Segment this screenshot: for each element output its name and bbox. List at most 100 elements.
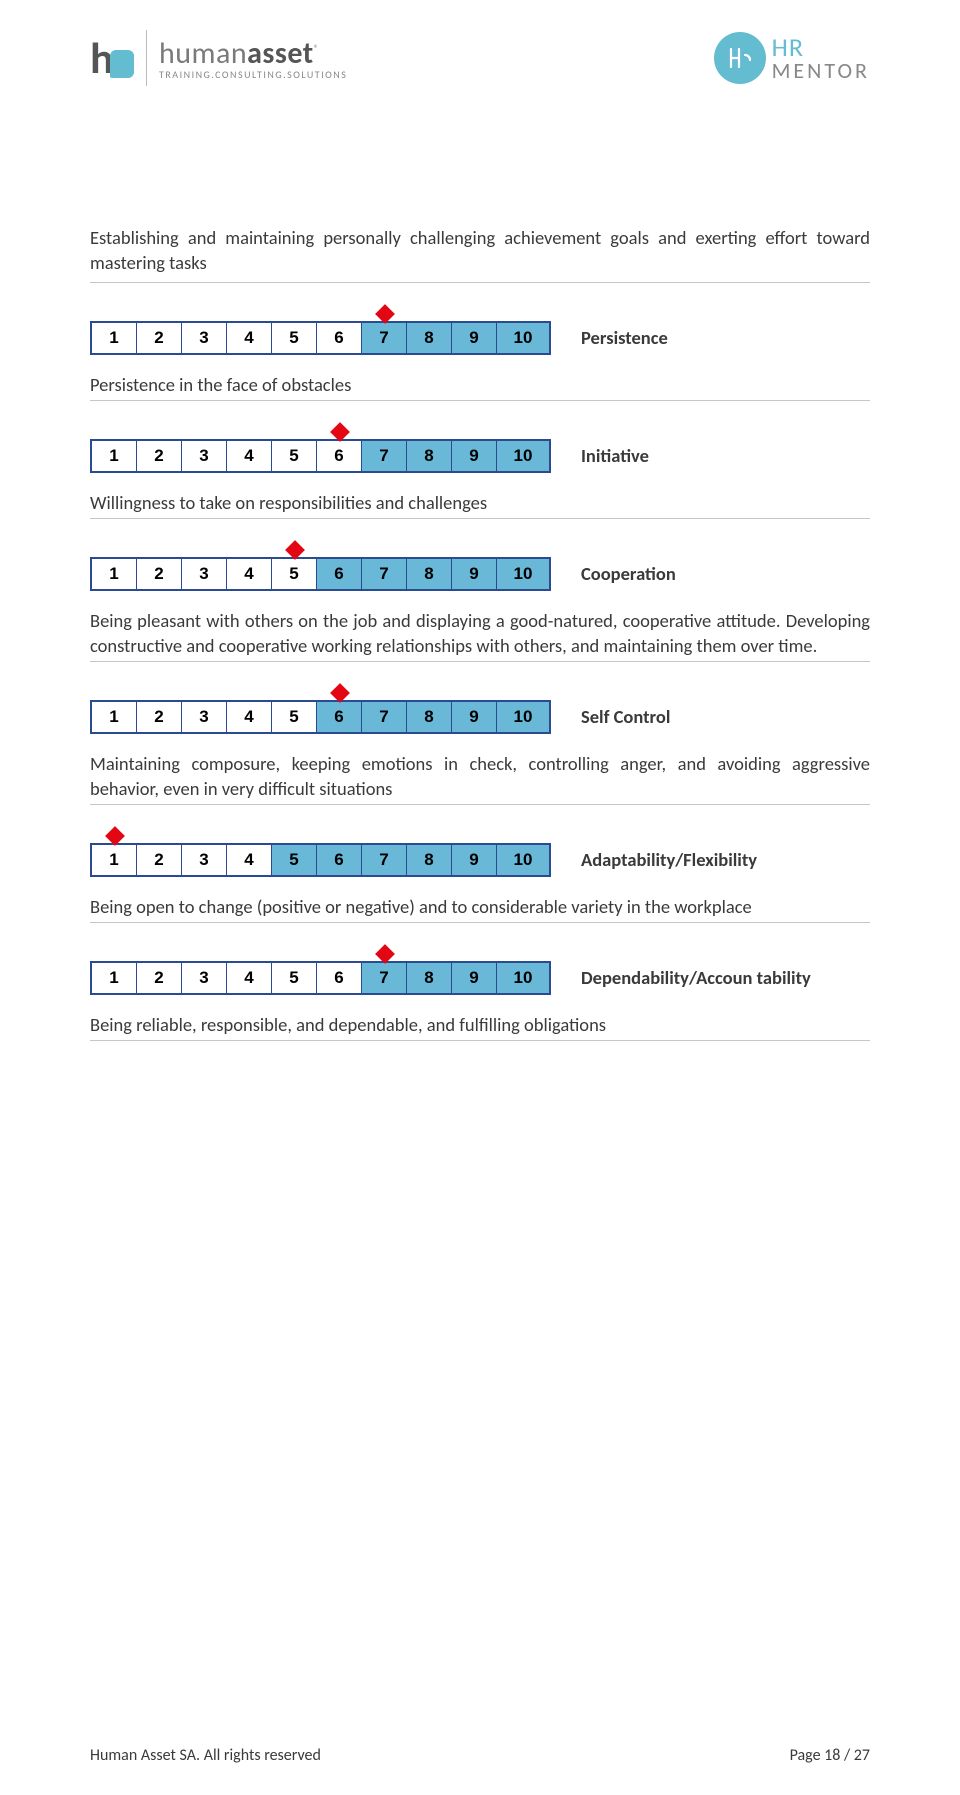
scale-cell: 2	[137, 702, 182, 732]
scale-container: 12345678910	[90, 439, 551, 473]
scale-cell: 8	[407, 845, 452, 875]
competency-description: Being reliable, responsible, and dependa…	[90, 1013, 870, 1038]
scale-container: 12345678910	[90, 557, 551, 591]
scale-cell: 8	[407, 702, 452, 732]
scale-cell: 1	[92, 845, 137, 875]
scale-cell: 1	[92, 559, 137, 589]
scale-cell: 9	[452, 559, 497, 589]
scale-cell: 10	[497, 845, 549, 875]
rating-scale: 12345678910	[90, 700, 551, 734]
scale-cell: 4	[227, 441, 272, 471]
scale-cell: 4	[227, 845, 272, 875]
scale-cell: 6	[317, 559, 362, 589]
section-rule	[90, 1040, 870, 1041]
scale-cell: 5	[272, 702, 317, 732]
rating-scale: 12345678910	[90, 961, 551, 995]
scale-cell: 5	[272, 323, 317, 353]
scale-row: 12345678910 Dependability/Accoun tability	[90, 961, 870, 995]
scale-cell: 2	[137, 845, 182, 875]
scale-cell: 3	[182, 559, 227, 589]
mentor-mt-text: MENTOR	[772, 60, 870, 82]
scale-cell: 5	[272, 963, 317, 993]
scale-cell: 4	[227, 702, 272, 732]
scale-cell: 9	[452, 441, 497, 471]
competency-label: Self Control	[581, 705, 670, 728]
scale-row: 12345678910 Self Control	[90, 700, 870, 734]
competency-section: 12345678910Adaptability/FlexibilityBeing…	[90, 843, 870, 923]
scale-cell: 4	[227, 323, 272, 353]
scale-cell: 9	[452, 963, 497, 993]
scale-cell: 8	[407, 441, 452, 471]
competency-section: 12345678910 Persistence Persistence in the…	[90, 321, 870, 401]
scale-cell: 3	[182, 963, 227, 993]
scale-cell: 8	[407, 323, 452, 353]
scale-cell: 6	[317, 845, 362, 875]
competency-label: Cooperation	[581, 562, 676, 585]
competency-description: Maintaining composure, keeping emotions …	[90, 752, 870, 802]
scale-container: 12345678910	[90, 321, 551, 355]
rating-scale: 12345678910	[90, 557, 551, 591]
intro-rule	[90, 282, 870, 283]
scale-cell: 10	[497, 702, 549, 732]
section-rule	[90, 804, 870, 805]
scale-cell: 10	[497, 323, 549, 353]
scale-cell: 3	[182, 323, 227, 353]
competency-section: 12345678910CooperationBeing pleasant wit…	[90, 557, 870, 662]
logo-humanasset: h humanasset® TRAINING.CONSULTING.SOLUTI…	[90, 30, 347, 86]
scale-cell: 1	[92, 702, 137, 732]
scale-cell: 1	[92, 441, 137, 471]
intro-paragraph: Establishing and maintaining personally …	[90, 226, 870, 276]
section-rule	[90, 518, 870, 519]
scale-cell: 3	[182, 702, 227, 732]
scale-cell: 1	[92, 323, 137, 353]
competency-description: Persistence in the face of obstacles	[90, 373, 870, 398]
competency-description: Being pleasant with others on the job an…	[90, 609, 870, 659]
scale-cell: 2	[137, 963, 182, 993]
scale-cell: 2	[137, 323, 182, 353]
scale-cell: 5	[272, 845, 317, 875]
scale-cell: 7	[362, 323, 407, 353]
scale-cell: 3	[182, 845, 227, 875]
scale-cell: 6	[317, 441, 362, 471]
scale-cell: 9	[452, 323, 497, 353]
rating-scale: 12345678910	[90, 843, 551, 877]
competency-description: Willingness to take on responsibilities …	[90, 491, 870, 516]
competency-label: Persistence	[581, 326, 668, 349]
scale-container: 12345678910	[90, 700, 551, 734]
scale-cell: 3	[182, 441, 227, 471]
scale-cell: 7	[362, 702, 407, 732]
scale-cell: 6	[317, 963, 362, 993]
scale-cell: 6	[317, 323, 362, 353]
scale-cell: 4	[227, 963, 272, 993]
competency-section: 12345678910 Dependability/Accoun tability…	[90, 961, 870, 1041]
ha-icon: h	[90, 36, 134, 80]
scale-cell: 8	[407, 963, 452, 993]
competency-label: Dependability/Accoun tability	[581, 966, 811, 989]
scale-row: 12345678910Initiative	[90, 439, 870, 473]
scale-cell: 7	[362, 963, 407, 993]
scale-cell: 10	[497, 963, 549, 993]
scale-row: 12345678910 Persistence	[90, 321, 870, 355]
scale-row: 12345678910Adaptability/Flexibility	[90, 843, 870, 877]
scale-cell: 7	[362, 441, 407, 471]
rating-scale: 12345678910	[90, 321, 551, 355]
section-rule	[90, 661, 870, 662]
scale-cell: 6	[317, 702, 362, 732]
scale-cell: 2	[137, 441, 182, 471]
hr-circle-icon	[714, 32, 766, 84]
footer-left: Human Asset SA. All rights reserved	[90, 1746, 321, 1765]
scale-cell: 9	[452, 845, 497, 875]
section-rule	[90, 922, 870, 923]
scale-container: 12345678910	[90, 843, 551, 877]
scale-cell: 4	[227, 559, 272, 589]
scale-cell: 7	[362, 845, 407, 875]
page-footer: Human Asset SA. All rights reserved Page…	[90, 1746, 870, 1765]
logo-text: humanasset®	[159, 35, 347, 72]
logo-divider	[146, 30, 147, 86]
scale-row: 12345678910Cooperation	[90, 557, 870, 591]
logo-tagline: TRAINING.CONSULTING.SOLUTIONS	[159, 68, 347, 81]
scale-cell: 5	[272, 441, 317, 471]
scale-cell: 8	[407, 559, 452, 589]
scale-container: 12345678910	[90, 961, 551, 995]
scale-cell: 2	[137, 559, 182, 589]
